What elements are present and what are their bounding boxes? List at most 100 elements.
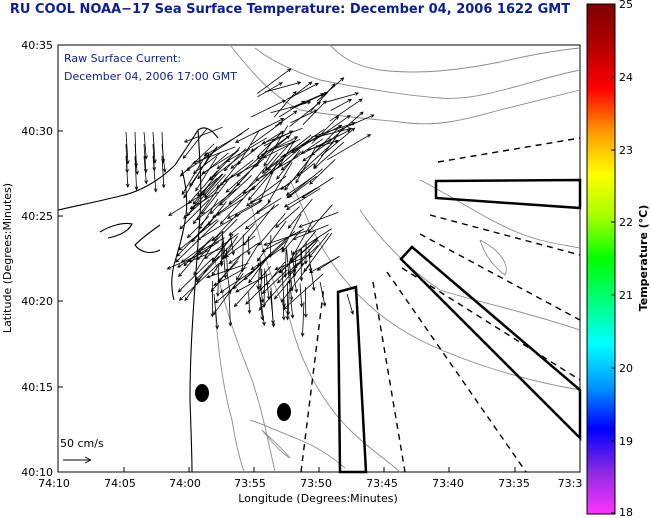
current-vector xyxy=(261,269,288,295)
current-vector xyxy=(201,174,233,215)
x-tick-label: 73:40 xyxy=(432,477,464,490)
current-vector xyxy=(178,218,218,251)
current-vector xyxy=(258,288,265,321)
current-vector xyxy=(283,187,317,208)
current-vector xyxy=(303,232,333,273)
current-vector xyxy=(250,246,284,271)
current-vector xyxy=(186,183,211,217)
colorbar-tick-label: 21 xyxy=(619,289,633,302)
current-date: December 04, 2006 17:00 GMT xyxy=(64,70,237,83)
current-vector xyxy=(311,125,341,156)
current-vector xyxy=(256,268,261,290)
current-vector xyxy=(270,287,275,325)
y-tick-label: 40:15 xyxy=(21,381,53,394)
current-vector xyxy=(196,213,241,241)
y-tick-label: 40:30 xyxy=(21,125,53,138)
current-vector xyxy=(295,144,318,184)
current-vector xyxy=(228,202,270,236)
current-vector xyxy=(230,146,259,169)
x-tick-label: 74:05 xyxy=(104,477,136,490)
current-vector xyxy=(289,101,322,128)
current-vector xyxy=(263,125,289,167)
scale-label: 50 cm/s xyxy=(60,437,104,450)
current-vector xyxy=(219,266,259,293)
current-vector xyxy=(192,146,236,164)
current-vector xyxy=(302,100,327,126)
colorbar-tick-label: 18 xyxy=(619,506,633,518)
current-vector xyxy=(256,230,296,267)
current-vector xyxy=(274,254,310,271)
current-vector xyxy=(210,280,215,318)
current-vector xyxy=(260,297,266,327)
current-vector xyxy=(299,283,304,308)
current-vector xyxy=(186,216,210,239)
current-vector xyxy=(270,100,312,114)
current-vector xyxy=(255,155,299,181)
current-vector xyxy=(228,292,233,327)
current-vector xyxy=(221,223,255,260)
x-tick-marks xyxy=(57,467,516,472)
current-vector xyxy=(209,147,241,181)
current-vector xyxy=(283,246,288,279)
current-vector xyxy=(184,265,210,302)
current-vector xyxy=(313,114,351,142)
current-vector xyxy=(219,185,256,225)
colorbar xyxy=(586,3,616,515)
current-vector xyxy=(302,140,332,162)
current-vector xyxy=(177,257,214,293)
current-vector xyxy=(278,100,306,118)
survey-paths xyxy=(336,178,582,474)
colorbar-tick-label: 22 xyxy=(619,216,633,229)
current-vector xyxy=(223,148,247,172)
current-vector xyxy=(245,264,286,305)
current-vector xyxy=(299,248,304,282)
colorbar-tick-label: 24 xyxy=(619,71,633,84)
current-vector xyxy=(286,288,291,316)
current-vector xyxy=(287,198,313,229)
current-vector xyxy=(327,134,372,161)
current-vector xyxy=(195,156,218,192)
current-vector xyxy=(268,235,273,259)
y-tick-label: 40:10 xyxy=(21,466,53,479)
current-vector xyxy=(292,224,329,240)
current-vector xyxy=(309,159,336,185)
current-vector xyxy=(240,234,245,273)
current-vector xyxy=(300,138,323,154)
current-vector xyxy=(225,158,264,193)
current-vector xyxy=(228,168,272,205)
current-vector xyxy=(193,234,220,276)
current-vector xyxy=(166,249,210,270)
current-vector xyxy=(265,271,271,301)
current-vector xyxy=(274,110,298,127)
x-tick-label: 74:10 xyxy=(38,477,70,490)
current-vector xyxy=(280,163,315,190)
current-vector xyxy=(176,241,220,268)
colorbar-label: Temperature (°C) xyxy=(637,205,650,312)
current-vector xyxy=(286,168,323,199)
current-vector xyxy=(235,243,260,281)
current-vector xyxy=(292,271,299,294)
current-vector xyxy=(320,127,356,157)
current-vector xyxy=(259,257,264,281)
current-vector xyxy=(264,81,302,93)
current-vector xyxy=(183,126,223,143)
current-vector xyxy=(234,125,270,143)
current-vector xyxy=(301,177,334,199)
current-vector xyxy=(175,220,219,263)
current-vector xyxy=(256,221,287,262)
current-vector xyxy=(319,281,327,307)
current-vector xyxy=(285,187,321,210)
station-marker xyxy=(277,403,291,421)
y-axis-label: Latitude (Degrees:Minutes) xyxy=(1,183,14,333)
current-vector xyxy=(298,211,339,228)
current-vector xyxy=(191,173,224,210)
current-vector xyxy=(275,206,300,229)
current-vector xyxy=(197,152,229,180)
current-vector xyxy=(281,299,286,321)
x-tick-label: 73:45 xyxy=(366,477,398,490)
current-vector xyxy=(292,250,297,278)
current-vector xyxy=(289,220,314,263)
current-vector xyxy=(276,150,301,180)
current-vector xyxy=(259,283,265,304)
current-vector xyxy=(313,127,344,169)
